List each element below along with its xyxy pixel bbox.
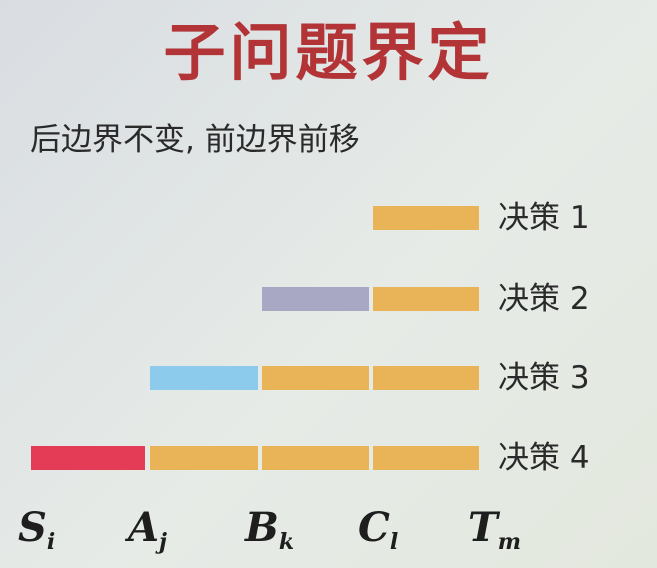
- point-label-c: Cl: [358, 506, 398, 564]
- point-subscript-s: i: [46, 529, 56, 555]
- subtitle: 后边界不变, 前边界前移: [30, 122, 360, 158]
- point-letter-s: S: [18, 504, 47, 551]
- decision-4-label: 决策 4: [498, 440, 590, 476]
- point-label-s: Si: [18, 506, 55, 564]
- decision-3-segment-c-t: [373, 366, 479, 390]
- decision-4-segment-a-b: [150, 446, 258, 470]
- page-title: 子问题界定: [163, 16, 494, 89]
- decision-1-segment-c-t: [373, 206, 479, 230]
- point-letter-b: B: [245, 504, 279, 551]
- point-letter-a: A: [128, 504, 160, 551]
- decision-4-segment-c-t: [373, 446, 479, 470]
- decision-2-segment-b-c: [262, 287, 369, 311]
- point-subscript-b: k: [278, 529, 295, 555]
- decision-3-segment-b-c: [262, 366, 369, 390]
- decision-4-segment-s-a: [31, 446, 145, 470]
- point-label-t: Tm: [468, 506, 521, 564]
- decision-2-segment-c-t: [373, 287, 479, 311]
- decision-3-label: 决策 3: [498, 360, 590, 396]
- decision-1-label: 决策 1: [498, 200, 590, 236]
- decision-3-segment-a-b: [150, 366, 258, 390]
- point-label-b: Bk: [245, 506, 294, 564]
- point-letter-t: T: [468, 504, 498, 551]
- point-subscript-t: m: [497, 529, 522, 555]
- decision-4-segment-b-c: [262, 446, 369, 470]
- point-label-a: Aj: [128, 506, 167, 564]
- point-subscript-a: j: [159, 529, 168, 555]
- point-letter-c: C: [358, 504, 390, 551]
- point-subscript-c: l: [389, 529, 399, 555]
- decision-2-label: 决策 2: [498, 281, 590, 317]
